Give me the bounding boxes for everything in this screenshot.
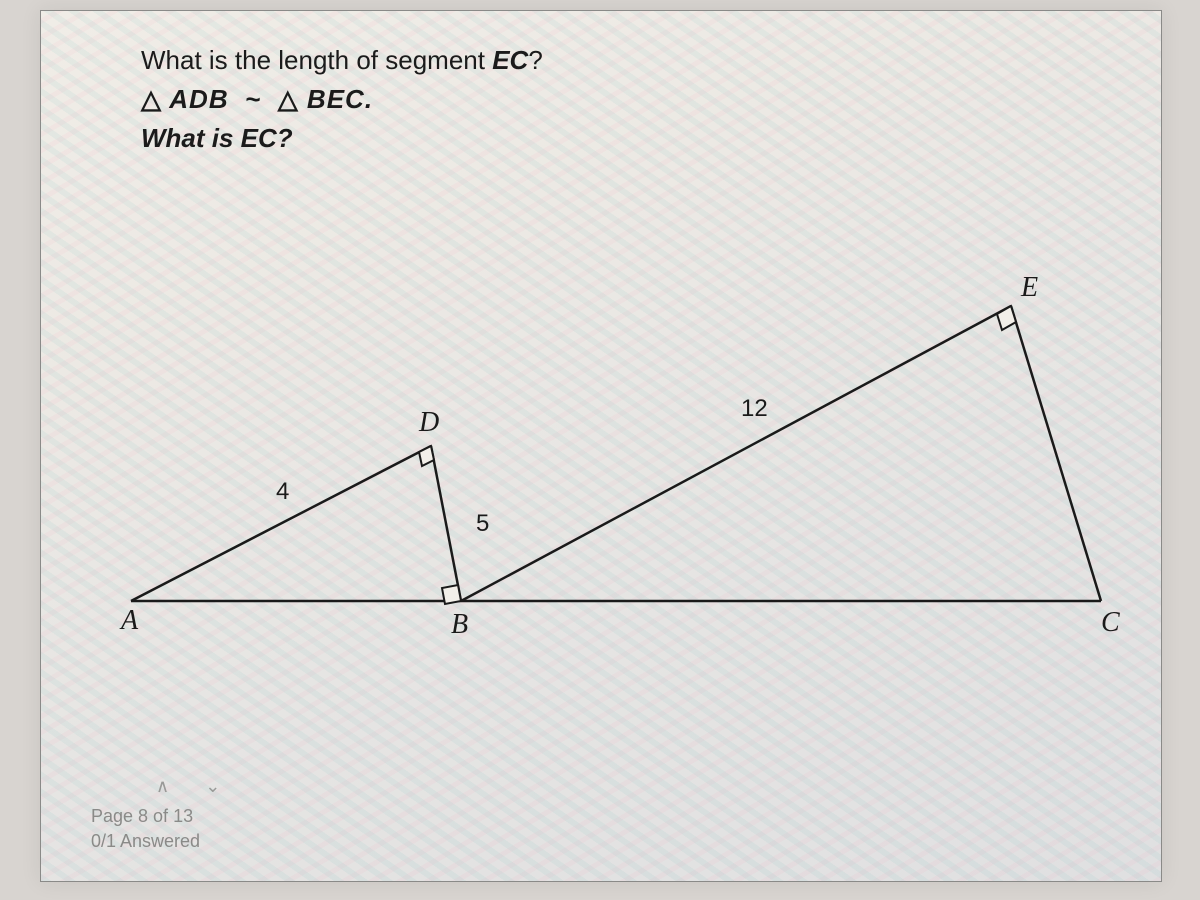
length-AD: 4 [276, 478, 289, 505]
nav-next-icon[interactable]: ⌄ [205, 776, 256, 796]
similar-left: ADB [169, 84, 228, 114]
edge-B-E [461, 306, 1011, 601]
geometry-diagram: A B C D E 4 5 12 [101, 231, 1121, 671]
right-angle-D [419, 446, 434, 466]
question-text-block: What is the length of segment EC? △ ADB … [141, 41, 543, 158]
q1-prefix: What is the length of segment [141, 45, 492, 75]
answered-indicator: 0/1 Answered [91, 829, 200, 853]
question-line-1: What is the length of segment EC? [141, 41, 543, 80]
page-status-block: Page 8 of 13 0/1 Answered [91, 804, 200, 853]
label-D: D [418, 407, 439, 438]
edge-D-B [431, 446, 461, 601]
label-B: B [451, 609, 468, 640]
triangle-symbol-right: △ [278, 80, 299, 119]
page-nav: ∧⌄ [156, 776, 256, 797]
label-A: A [119, 605, 139, 636]
edge-E-C [1011, 306, 1101, 601]
triangle-symbol-left: △ [141, 80, 162, 119]
label-E: E [1020, 272, 1038, 303]
label-C: C [1101, 607, 1120, 638]
q1-em: EC [492, 45, 528, 75]
nav-prev-icon[interactable]: ∧ [156, 776, 205, 796]
question-line-2: △ ADB ~ △ BEC. [141, 80, 543, 119]
q1-suffix: ? [528, 45, 542, 75]
similar-right: BEC. [307, 84, 373, 114]
edge-A-D [131, 446, 431, 601]
length-DB: 5 [476, 510, 489, 537]
question-card: What is the length of segment EC? △ ADB … [40, 10, 1162, 882]
right-angle-B-small [442, 585, 461, 604]
page-indicator: Page 8 of 13 [91, 804, 200, 828]
diagram-svg: A B C D E 4 5 12 [101, 231, 1121, 671]
question-line-3: What is EC? [141, 119, 543, 158]
right-angle-E [997, 306, 1016, 330]
length-BE: 12 [741, 395, 768, 422]
